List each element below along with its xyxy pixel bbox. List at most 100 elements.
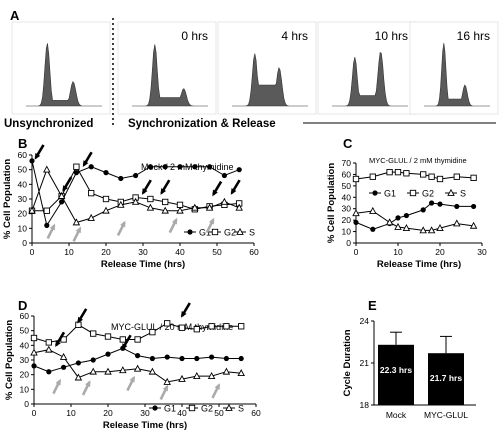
data-point-g2 [178, 324, 186, 331]
x-tick-label: 60 [249, 247, 259, 257]
data-point-g2 [162, 198, 169, 206]
arrow-head [162, 384, 169, 392]
data-point-g2 [428, 173, 435, 180]
x-tick-label: 20 [101, 247, 111, 257]
y-tick-label: 70 [342, 158, 352, 168]
y-tick-label: 0 [22, 238, 27, 248]
y-tick-label: 40 [20, 340, 30, 350]
panel-label: E [368, 298, 377, 313]
data-point-g1 [395, 215, 401, 221]
data-point-s [102, 206, 110, 214]
data-point-g2 [102, 195, 110, 203]
data-point-g1 [162, 164, 168, 170]
series-s [28, 165, 243, 226]
legend-label-s: S [249, 228, 255, 238]
histogram-dna-content [332, 51, 408, 107]
data-point-g1 [471, 203, 477, 210]
data-point-g1 [454, 203, 460, 210]
data-point-g2 [43, 207, 50, 214]
y-tick-label: 10 [20, 384, 30, 394]
data-point-g1 [59, 199, 65, 205]
data-point-g1 [61, 364, 67, 370]
data-point-s [402, 223, 411, 231]
data-point-g1 [44, 222, 50, 228]
data-point-s [385, 218, 394, 226]
panel-label: B [18, 136, 27, 151]
y-axis-label: % Cell Population [4, 320, 15, 400]
y-tick-label: 40 [18, 179, 28, 189]
arrow-head [230, 188, 237, 195]
data-point-g2 [238, 323, 245, 330]
histogram-frame [11, 21, 111, 115]
arrow-head [85, 380, 91, 387]
series-g1 [31, 345, 244, 375]
y-tick-label: 50 [342, 181, 352, 191]
x-tick-label: 10 [393, 247, 403, 257]
histogram-frame [409, 21, 499, 115]
y-tick-label: 50 [20, 326, 30, 336]
legend: G1 G2 S [184, 228, 255, 238]
series-s [352, 206, 478, 234]
y-axis-label: % Cell Population [326, 163, 337, 243]
data-point-s [163, 377, 171, 385]
data-point-g2 [149, 328, 156, 336]
x-tick-label: 50 [212, 247, 222, 257]
bar-data-label: 22.3 hrs [380, 365, 412, 375]
data-point-g1 [147, 164, 153, 170]
panel-label: D [18, 298, 27, 313]
data-point-g1 [238, 355, 244, 362]
data-point-g2 [45, 339, 52, 346]
histogram-dna-content [424, 42, 490, 107]
data-point-s [178, 374, 186, 382]
arrow-head [77, 316, 83, 324]
data-point-s [469, 221, 478, 229]
data-point-g1 [437, 201, 443, 207]
x-tick-label: 30 [138, 247, 148, 257]
arrow-head [180, 311, 187, 318]
legend-marker-g1 [152, 405, 158, 411]
x-tick-label: 60 [251, 408, 261, 418]
data-point-g2 [193, 326, 200, 333]
legend-marker-s [236, 227, 244, 235]
data-point-g1 [353, 219, 359, 226]
data-point-s [28, 206, 36, 214]
legend-label-g1: G1 [164, 404, 176, 414]
unsynchronized-caption: Unsynchronized [4, 118, 93, 130]
arrow-gray-9 [116, 220, 126, 237]
histogram-time-label: 4 hrs [281, 29, 308, 43]
series-g2 [352, 168, 477, 183]
x-axis-label: Release Time (hrs) [377, 259, 461, 270]
histogram-5: 16 hrs [409, 21, 499, 115]
arrow-head [208, 217, 215, 225]
x-tick-label: 0 [32, 408, 37, 418]
data-point-s [369, 206, 377, 214]
histogram-dna-content [26, 43, 102, 107]
data-point-s [74, 373, 83, 381]
legend-marker-g2 [188, 404, 196, 412]
arrow-black-1 [77, 308, 88, 324]
series-g2 [30, 320, 245, 346]
x-tick-label: 10 [64, 247, 74, 257]
legend-label-g2: G2 [224, 228, 236, 238]
arrow-head [55, 340, 61, 348]
data-point-g2 [134, 336, 141, 343]
series-g1 [29, 158, 242, 228]
data-point-g1 [73, 170, 79, 176]
data-point-s [436, 223, 444, 231]
arrow-head [141, 188, 148, 195]
data-point-g1 [194, 355, 200, 362]
data-point-g2 [90, 330, 97, 337]
arrow-gray-11 [205, 217, 215, 234]
data-point-s [427, 226, 436, 234]
data-point-g2 [119, 336, 126, 343]
x-axis-label: Release Time (hrs) [103, 420, 187, 431]
data-point-g1 [88, 164, 94, 170]
legend-label-s: S [238, 404, 244, 414]
data-point-g1 [223, 355, 229, 362]
data-point-s [176, 206, 184, 214]
x-axis-label: Release Time (hrs) [101, 259, 185, 270]
data-point-g1 [149, 355, 155, 362]
arrow-head [62, 185, 68, 192]
y-tick-label: 60 [342, 169, 352, 179]
